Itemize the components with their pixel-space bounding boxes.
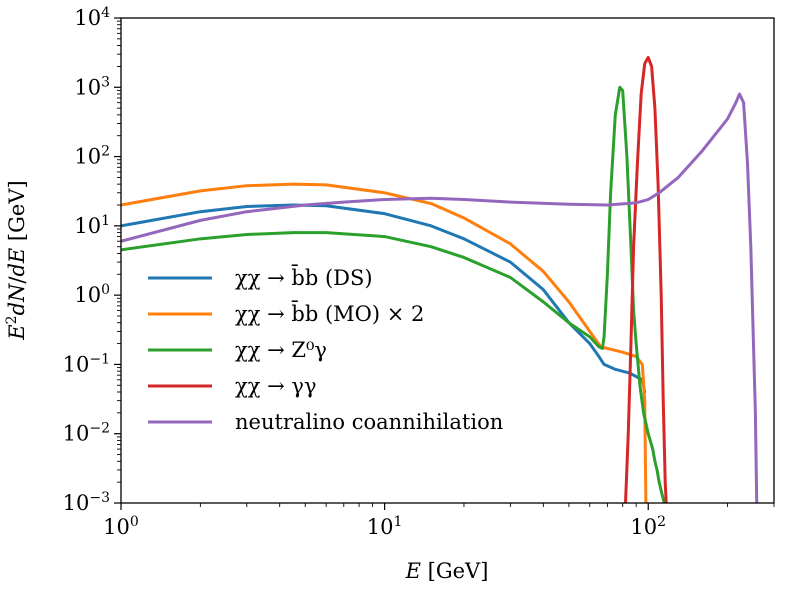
x-axis-title: E [GeV] xyxy=(405,559,489,583)
legend: χχ → b̄b (DS) χχ → b̄b (MO) × 2 χχ → Z⁰γ χχ… xyxy=(148,264,503,434)
y-axis-title: E2dN/dE [GeV] xyxy=(4,180,29,340)
x-tick-label: 100 xyxy=(103,514,139,539)
plot-frame xyxy=(120,17,775,504)
legend-label-4: neutralino coannihilation xyxy=(235,410,503,434)
series-line-0 xyxy=(121,203,647,394)
y-tick-label: 103 xyxy=(74,74,110,99)
series-line-4 xyxy=(121,92,759,503)
series-lines xyxy=(121,55,759,503)
y-tick-label: 102 xyxy=(74,144,110,169)
y-tick-label: 10−3 xyxy=(63,490,110,515)
legend-label-2: χχ → Z⁰γ xyxy=(235,338,327,362)
y-tick-label: 100 xyxy=(74,282,110,307)
axis-ticks xyxy=(114,17,775,510)
x-tick-label: 101 xyxy=(367,514,403,539)
y-tick-label: 104 xyxy=(74,5,110,30)
series-line-3 xyxy=(624,55,668,503)
legend-label-1: χχ → b̄b (MO) × 2 xyxy=(235,300,424,326)
y-tick-label: 10−1 xyxy=(63,351,110,376)
legend-label-0: χχ → b̄b (DS) xyxy=(235,264,373,290)
series-line-1 xyxy=(121,182,648,503)
x-tick-label: 102 xyxy=(630,514,666,539)
tick-labels: 100 101 102 10−3 10−2 10−1 100 101 102 103 104 xyxy=(63,5,666,539)
y-tick-label: 10−2 xyxy=(63,421,110,446)
series-line-2 xyxy=(121,85,666,503)
y-tick-label: 101 xyxy=(74,213,110,238)
legend-label-3: χχ → γγ xyxy=(235,374,317,398)
